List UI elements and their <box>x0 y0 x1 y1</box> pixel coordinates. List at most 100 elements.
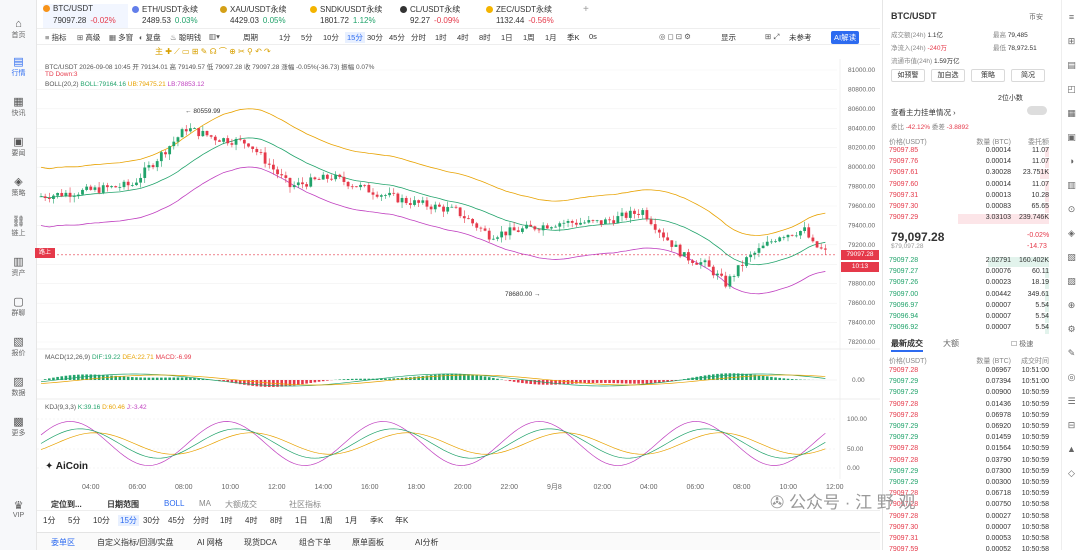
bottom-interval-13[interactable]: 季K <box>370 515 383 526</box>
side-tool-icon-13[interactable]: ⚙ <box>1066 324 1077 335</box>
bottom-interval-3[interactable]: 15分 <box>118 515 139 526</box>
alert-button[interactable]: 如预警 <box>891 69 925 82</box>
interval-12[interactable]: 1月 <box>545 32 557 43</box>
interval-9[interactable]: 8时 <box>479 32 491 43</box>
bottom-interval-11[interactable]: 1周 <box>320 515 332 526</box>
side-tool-icon-15[interactable]: ◎ <box>1066 372 1077 383</box>
ind-large-trades[interactable]: 大额成交 <box>225 499 257 510</box>
bottom-interval-10[interactable]: 1日 <box>295 515 307 526</box>
precision-select[interactable]: 2位小数 <box>998 93 1023 103</box>
side-tool-icon-5[interactable]: ▣ <box>1066 132 1077 143</box>
interval-1[interactable]: 5分 <box>301 32 313 43</box>
bottom-interval-5[interactable]: 45分 <box>168 515 185 526</box>
bottom-interval-7[interactable]: 1时 <box>220 515 232 526</box>
ai-button[interactable]: AI解读 <box>831 31 859 44</box>
footer-tab-3[interactable]: 现货DCA <box>244 537 277 548</box>
ind-ma[interactable]: MA <box>199 499 211 508</box>
side-tool-icon-10[interactable]: ▧ <box>1066 252 1077 263</box>
side-tool-icon-1[interactable]: ⊞ <box>1066 36 1077 47</box>
interval-10[interactable]: 1日 <box>501 32 513 43</box>
display-button[interactable]: 显示 <box>721 32 736 43</box>
bottom-interval-0[interactable]: 1分 <box>43 515 55 526</box>
toolbar-item-1[interactable]: ⊞ 高级 <box>77 32 100 43</box>
toolbar-item-0[interactable]: ≡ 指标 <box>45 32 66 43</box>
interval-3[interactable]: 15分 <box>345 32 365 43</box>
nav-item-9[interactable]: ▨数据 <box>0 376 37 398</box>
bottom-interval-1[interactable]: 5分 <box>68 515 80 526</box>
nav-item-5[interactable]: ⛓链上 <box>0 216 37 238</box>
nav-item-0[interactable]: ⌂首页 <box>0 18 37 40</box>
footer-tab-6[interactable]: AI分析 <box>415 537 439 548</box>
side-tool-icon-16[interactable]: ☰ <box>1066 396 1077 407</box>
side-tool-icon-6[interactable]: ◑ <box>1066 156 1077 167</box>
add-tab-button[interactable]: + <box>583 4 589 28</box>
tab-latest-trades[interactable]: 最新成交 <box>891 338 923 352</box>
side-tool-icon-4[interactable]: ▦ <box>1066 108 1077 119</box>
side-tool-icon-19[interactable]: ◇ <box>1066 468 1077 479</box>
footer-tab-0[interactable]: 委单区 <box>51 537 75 548</box>
interval-0[interactable]: 1分 <box>279 32 291 43</box>
screen-icons[interactable]: ⊞ ⤢ <box>765 32 779 42</box>
nav-item-8[interactable]: ▧报价 <box>0 336 37 358</box>
ind-boll[interactable]: BOLL <box>164 499 184 508</box>
nav-item-7[interactable]: ▢群聊 <box>0 296 37 318</box>
locate-button[interactable]: 定位到... <box>51 499 82 510</box>
nav-item-4[interactable]: ◈策略 <box>0 176 37 198</box>
draw-tool-icons[interactable]: 主 ✚ ⟋ ▭ ⊞ ✎ ☊ ⌒ ⊕ ✂ ⚲ ↶ ↷ <box>155 46 271 57</box>
bottom-interval-12[interactable]: 1月 <box>345 515 357 526</box>
ind-community[interactable]: 社区指标 <box>289 499 321 510</box>
candlestick-chart[interactable]: 81000.0080800.0080600.0080400.0080200.00… <box>37 59 880 496</box>
interval-14[interactable]: 0s <box>589 32 597 41</box>
footer-tab-1[interactable]: 自定义指标/回测/实盘 <box>97 537 173 548</box>
toolbar-item-2[interactable]: ▦ 多窗 <box>109 32 133 43</box>
nav-item-3[interactable]: ▣要闻 <box>0 136 37 158</box>
side-tool-icon-8[interactable]: ⊙ <box>1066 204 1077 215</box>
toolbar-tools-icons[interactable]: ◎ ◻ ⊡ ⚙ <box>659 32 691 41</box>
side-tool-icon-9[interactable]: ◈ <box>1066 228 1077 239</box>
bottom-interval-8[interactable]: 4时 <box>245 515 257 526</box>
exchange-select[interactable]: 币安 <box>1029 12 1043 22</box>
nav-item-1[interactable]: ▤行情 <box>0 56 37 78</box>
side-tool-icon-3[interactable]: ◰ <box>1066 84 1077 95</box>
nav-item-6[interactable]: ▥资产 <box>0 256 37 278</box>
nav-item-10[interactable]: ▩更多 <box>0 416 37 438</box>
interval-4[interactable]: 30分 <box>367 32 383 43</box>
interval-8[interactable]: 4时 <box>457 32 469 43</box>
chart-type-icon[interactable]: ▥▾ <box>209 32 220 41</box>
interval-2[interactable]: 10分 <box>323 32 339 43</box>
side-tool-icon-17[interactable]: ⊟ <box>1066 420 1077 431</box>
bottom-interval-9[interactable]: 8时 <box>270 515 282 526</box>
side-tool-icon-18[interactable]: ▲ <box>1066 444 1077 455</box>
side-tool-icon-2[interactable]: ▤ <box>1066 60 1077 71</box>
interval-5[interactable]: 45分 <box>389 32 405 43</box>
interval-13[interactable]: 季K <box>567 32 580 43</box>
footer-tab-5[interactable]: 原单面板 <box>352 537 384 548</box>
profile-button[interactable]: 简况 <box>1011 69 1045 82</box>
